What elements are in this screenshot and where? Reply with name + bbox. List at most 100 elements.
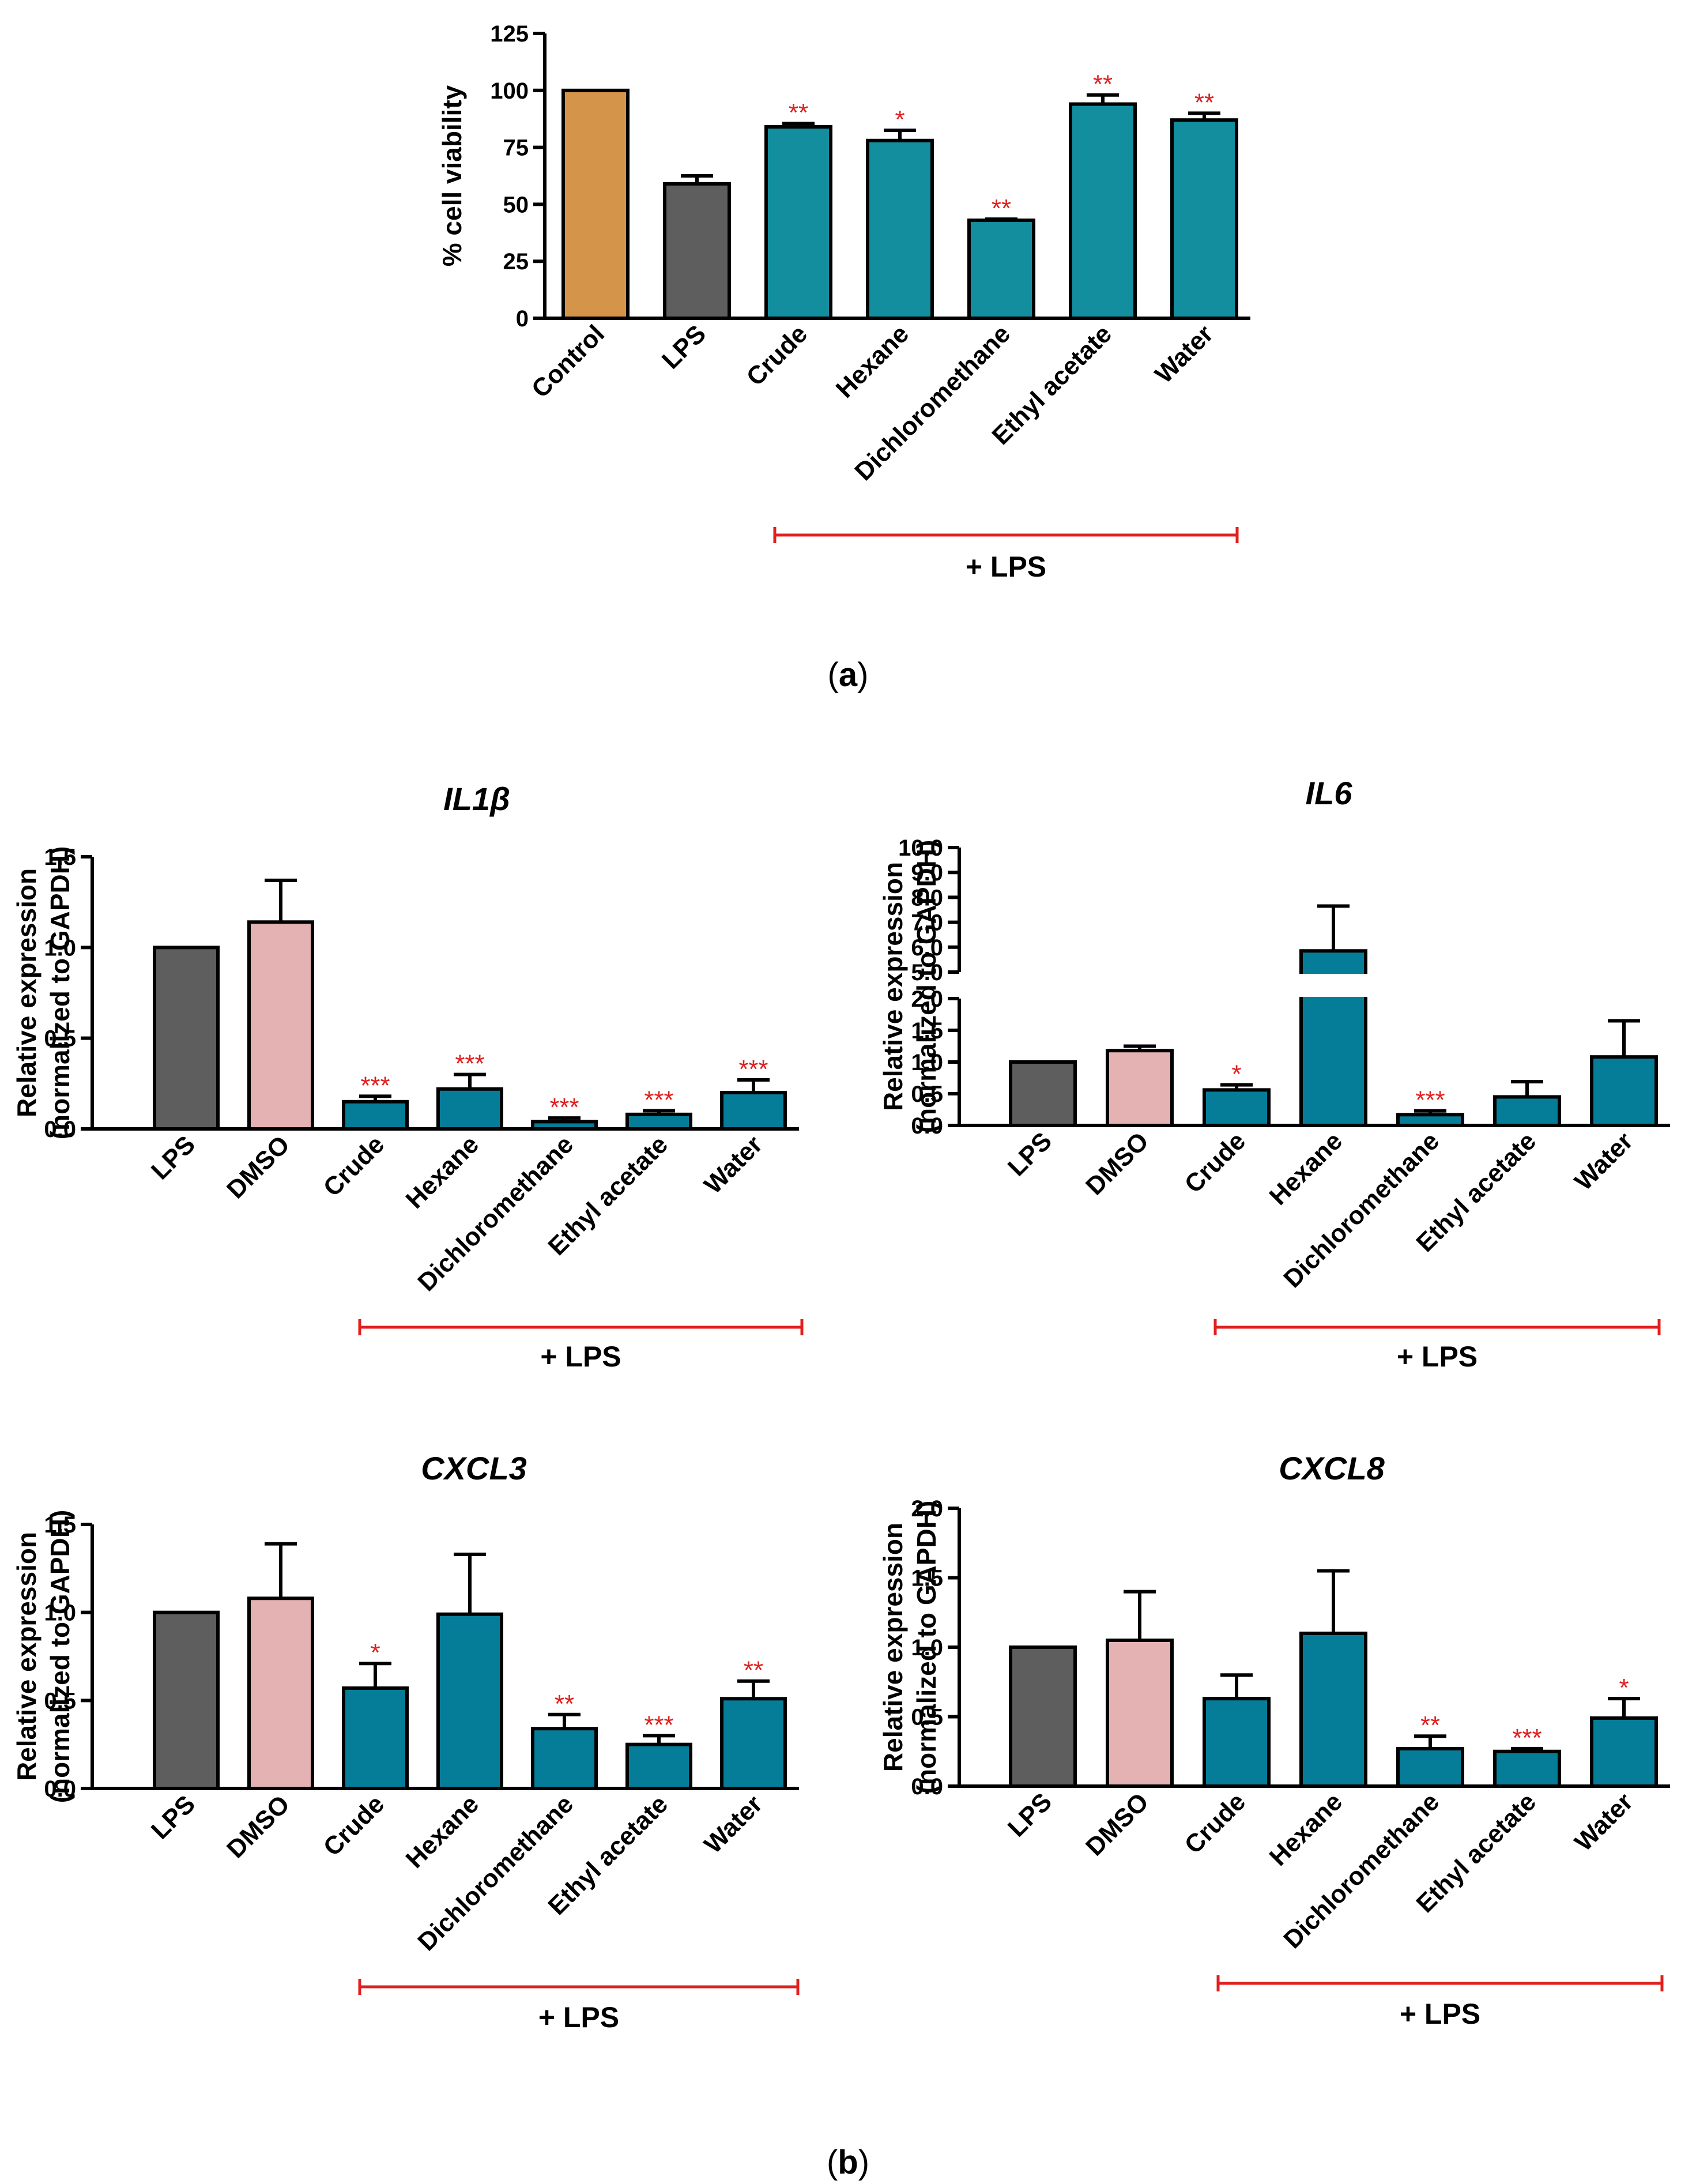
significance-marker: **	[744, 1656, 763, 1685]
x-tick-label-hexane: Hexane	[1264, 1127, 1348, 1210]
bar-lps	[153, 946, 220, 1131]
y-tick-label: 7.0	[911, 910, 943, 936]
bar-hexane	[436, 1087, 503, 1131]
panel-label-a-letter: a	[839, 656, 858, 694]
bar-dichloromethane	[531, 1727, 598, 1791]
y-tick-label: 0.0	[911, 1774, 943, 1799]
y-tick-label: 0.5	[44, 1688, 76, 1714]
y-tick-label: 75	[503, 135, 529, 161]
y-tick-label: 1.0	[911, 1050, 943, 1075]
y-tick-label: 50	[503, 192, 529, 217]
y-tick-label: 9.0	[911, 860, 943, 886]
y-axis-label: Relative expression	[878, 1523, 908, 1772]
bar-water	[1170, 118, 1238, 320]
bar-lps	[1009, 1645, 1077, 1788]
bar-crude	[342, 1686, 409, 1790]
y-axis-label-line-2: (normalized to GAPDH)	[45, 846, 75, 1140]
bar-dichloromethane	[1396, 1746, 1464, 1788]
y-tick-label: 125	[490, 21, 529, 47]
y-axis-label-line-2: (normalized to GAPDH)	[911, 840, 941, 1134]
bar-crude	[764, 125, 832, 320]
bar-water	[720, 1697, 787, 1791]
y-axis-label-line-2: (normalized to GAPDH)	[911, 1501, 941, 1794]
lps-bracket-label: + LPS	[1400, 1998, 1480, 2030]
y-tick-label: 5.0	[911, 960, 943, 985]
x-tick-label-crude: Crude	[1179, 1127, 1252, 1199]
bar-dmso	[1106, 1049, 1174, 1127]
y-tick-label: 1.0	[44, 1601, 76, 1626]
x-tick-label-dmso: DMSO	[1080, 1787, 1154, 1861]
panel-label-a: (a)	[828, 656, 869, 694]
significance-marker: **	[1194, 88, 1214, 116]
y-tick-label: 0.5	[911, 1082, 943, 1107]
panel-label-a-open: (	[828, 656, 839, 694]
y-tick-label: 0.5	[911, 1705, 943, 1730]
significance-marker: ***	[644, 1086, 673, 1114]
significance-marker: **	[789, 99, 808, 127]
x-tick-label-crude: Crude	[318, 1130, 390, 1202]
significance-marker: *	[370, 1639, 380, 1667]
x-tick-label-lps: LPS	[1002, 1787, 1057, 1842]
x-tick-label-hexane: Hexane	[831, 319, 914, 403]
bar-hexane	[436, 1612, 503, 1790]
x-tick-label-control: Control	[526, 319, 610, 403]
significance-marker: **	[1093, 70, 1113, 99]
chart-il6: IL6 Relative expression (normalized to GAP…	[878, 775, 1670, 1373]
bar-ethyl-acetate	[625, 1742, 692, 1791]
bar-water	[1590, 1716, 1658, 1788]
panel-label-b: (b)	[827, 2144, 869, 2181]
bar-ethyl-acetate	[625, 1112, 692, 1131]
y-tick-label: 0.0	[44, 1117, 76, 1142]
bar-ethyl-acetate	[1493, 1095, 1561, 1127]
significance-marker: **	[992, 194, 1011, 223]
significance-marker: ***	[455, 1050, 484, 1078]
y-tick-label: 0.0	[44, 1776, 76, 1802]
y-tick-label: 0.0	[911, 1113, 943, 1139]
panel-label-b-letter: b	[838, 2144, 858, 2181]
y-tick-label: 0.5	[44, 1026, 76, 1052]
bar-water	[720, 1091, 787, 1131]
y-tick-label: 25	[503, 249, 529, 274]
bar-ethyl-acetate	[1069, 102, 1137, 320]
x-tick-label-hexane: Hexane	[401, 1790, 484, 1873]
x-tick-label-crude: Crude	[318, 1790, 390, 1862]
bar-crude	[342, 1099, 409, 1131]
x-tick-label-lps: LPS	[146, 1790, 201, 1844]
chart-cxcl3: CXCL3 Relative expression (normalized to G…	[12, 1450, 800, 2034]
bar-control	[561, 88, 630, 321]
x-tick-label-lps: LPS	[1002, 1127, 1057, 1181]
significance-marker: ***	[644, 1711, 673, 1739]
significance-marker: ***	[1415, 1086, 1445, 1114]
x-tick-label-dichloromethane: Dichloromethane	[412, 1790, 579, 1956]
lps-bracket-label: + LPS	[538, 2001, 619, 2034]
y-tick-label: 2.0	[911, 1496, 943, 1522]
significance-marker: ***	[549, 1093, 579, 1121]
y-axis-label: Relative expression	[878, 862, 908, 1111]
y-tick-label: 1.0	[44, 935, 76, 961]
y-tick-label: 1.5	[44, 1512, 76, 1538]
x-tick-label-crude: Crude	[741, 319, 813, 391]
y-tick-label: 10.0	[898, 835, 943, 861]
significance-marker: ***	[360, 1071, 390, 1099]
x-tick-label-crude: Crude	[1179, 1787, 1252, 1859]
bar-crude	[1203, 1088, 1271, 1128]
y-tick-label: 8.0	[911, 885, 943, 910]
bar-lps	[663, 182, 731, 320]
y-axis-label: Relative expression	[12, 1532, 42, 1781]
chart-title: CXCL3	[421, 1450, 527, 1486]
significance-marker: ***	[738, 1055, 768, 1083]
lps-bracket-label: + LPS	[966, 551, 1046, 583]
bar-crude	[1203, 1697, 1271, 1788]
y-tick-label: 6.0	[911, 935, 943, 961]
y-axis-label-line-2: (normalized to GAPDH)	[45, 1510, 75, 1803]
x-tick-label-dmso: DMSO	[221, 1790, 295, 1863]
x-tick-label-dichloromethane: Dichloromethane	[412, 1130, 579, 1297]
x-tick-label-lps: LPS	[657, 319, 711, 374]
y-tick-label: 0	[516, 306, 529, 332]
x-tick-label-water: Water	[1149, 319, 1219, 389]
chart-title: IL6	[1306, 775, 1353, 811]
bar-dichloromethane	[531, 1120, 598, 1131]
panel-label-a-close: )	[857, 656, 868, 694]
bar-dmso	[247, 1596, 314, 1790]
